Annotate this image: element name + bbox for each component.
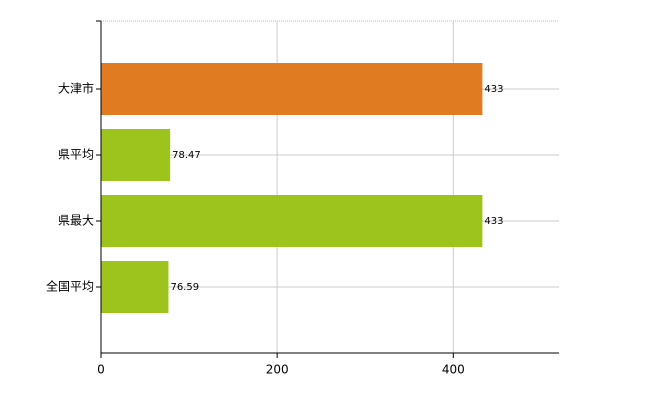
- x-tick-label: 0: [97, 363, 105, 377]
- x-tick-label: 400: [442, 363, 465, 377]
- y-tick-label: 県最大: [58, 214, 94, 228]
- y-tick-label: 全国平均: [46, 279, 94, 294]
- bar: [101, 195, 483, 247]
- value-label: 433: [484, 216, 503, 227]
- value-label: 78.47: [172, 150, 201, 161]
- value-label: 76.59: [170, 282, 199, 293]
- bar: [101, 63, 483, 115]
- y-tick-label: 大津市: [58, 81, 94, 96]
- value-label: 433: [484, 84, 503, 95]
- y-tick-label: 県平均: [58, 148, 94, 162]
- x-tick-label: 200: [266, 363, 289, 377]
- bar: [101, 129, 171, 181]
- bar: [101, 261, 169, 313]
